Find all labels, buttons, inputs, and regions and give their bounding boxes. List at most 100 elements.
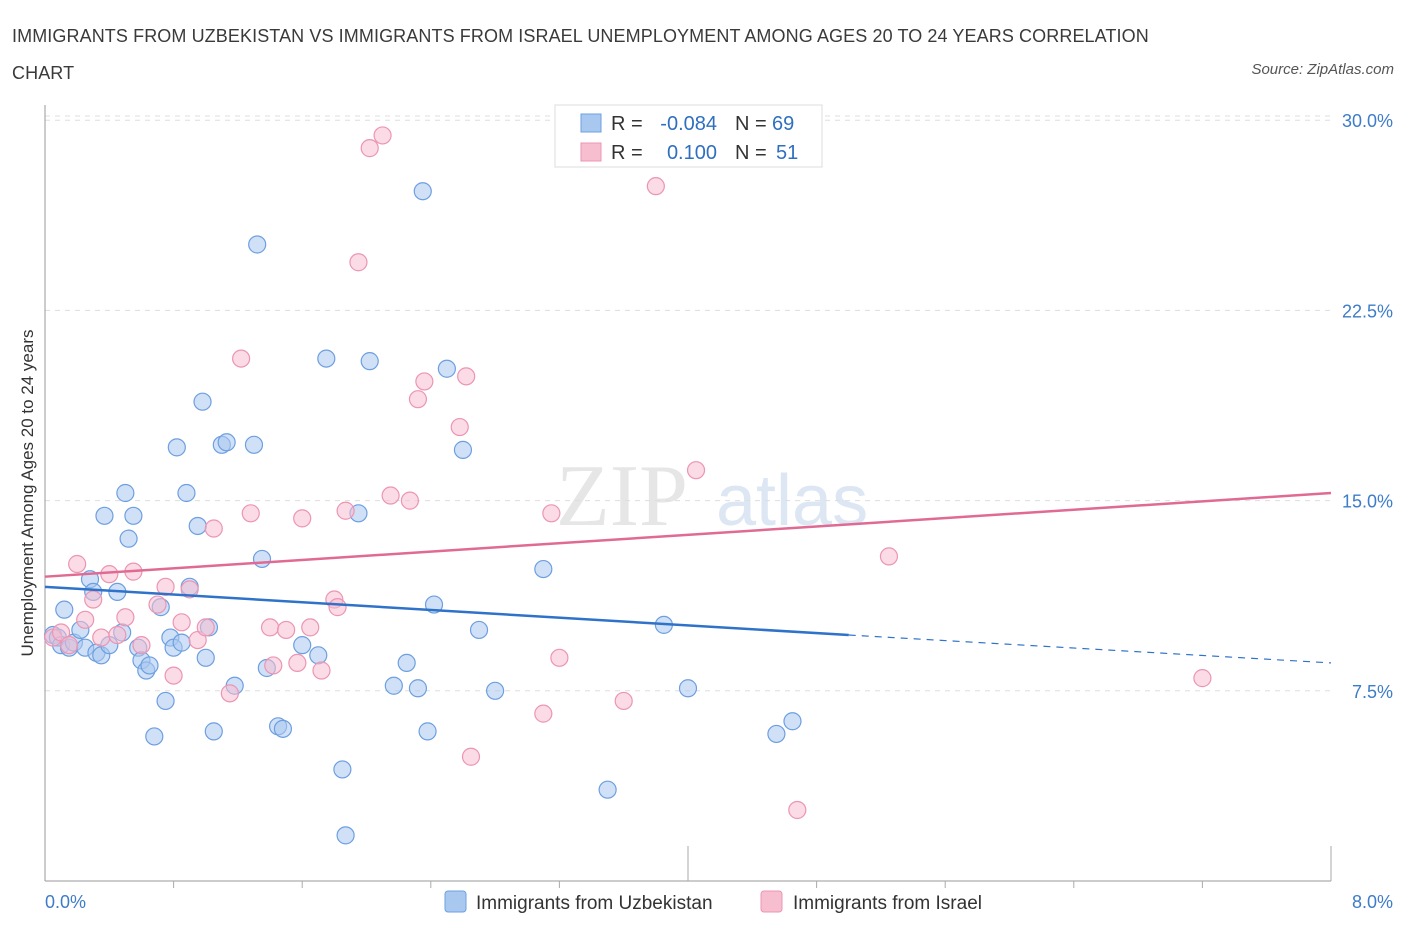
point-uzbekistan — [486, 681, 505, 700]
point-israel — [450, 417, 469, 437]
point-israel — [381, 486, 400, 505]
point-israel — [312, 661, 331, 680]
point-israel — [148, 595, 167, 614]
point-uzbekistan — [217, 433, 236, 452]
point-uzbekistan — [145, 727, 164, 746]
legend-stats-box: R = -0.084 N = 69 R = 0.100 N = 51 — [554, 104, 823, 168]
legend-r-value-2: 0.100 — [667, 142, 717, 164]
legend-n-value-2: 51 — [776, 142, 798, 164]
point-uzbekistan — [413, 182, 432, 201]
x-tick-label-min: 0.0% — [45, 892, 86, 912]
x-ticks — [173, 846, 1332, 888]
point-uzbekistan — [252, 549, 272, 569]
point-uzbekistan — [273, 719, 293, 738]
point-israel — [172, 613, 191, 632]
point-israel — [164, 666, 183, 685]
point-uzbekistan — [598, 780, 617, 799]
point-uzbekistan — [156, 691, 175, 711]
point-uzbekistan — [244, 435, 264, 454]
point-uzbekistan — [116, 483, 135, 503]
y-tick-label: 7.5% — [1352, 682, 1393, 702]
point-uzbekistan — [204, 722, 223, 741]
legend-r-label-1: R = — [611, 113, 643, 135]
point-uzbekistan — [469, 620, 489, 640]
point-israel — [220, 684, 239, 703]
series-legend: Immigrants from Uzbekistan Immigrants fr… — [444, 890, 982, 914]
point-israel — [241, 504, 260, 523]
point-uzbekistan — [783, 712, 802, 731]
legend-key-uzbekistan — [444, 890, 467, 913]
trend-line-uzbekistan-extension — [848, 634, 1332, 664]
point-uzbekistan — [196, 648, 215, 667]
legend-key-israel — [760, 890, 783, 913]
point-uzbekistan — [767, 724, 786, 744]
trend-lines — [44, 491, 1332, 664]
point-israel — [328, 598, 347, 617]
point-israel — [204, 519, 223, 538]
point-israel — [288, 653, 307, 673]
series-israel-points — [43, 126, 1212, 820]
point-uzbekistan — [119, 529, 138, 548]
point-israel — [542, 504, 561, 523]
point-uzbekistan — [193, 392, 212, 411]
point-uzbekistan — [188, 516, 207, 536]
point-israel — [415, 372, 434, 391]
point-uzbekistan — [534, 559, 553, 579]
point-uzbekistan — [124, 506, 143, 525]
point-israel — [400, 491, 420, 510]
point-uzbekistan — [140, 656, 159, 675]
point-israel — [360, 139, 379, 158]
point-israel — [336, 501, 355, 520]
point-israel — [646, 177, 665, 196]
point-uzbekistan — [678, 679, 698, 698]
legend-r-label-2: R = — [611, 142, 643, 164]
point-israel — [686, 461, 706, 480]
y-tick-label: 30.0% — [1342, 111, 1393, 131]
point-israel — [293, 509, 312, 528]
point-israel — [132, 636, 151, 655]
point-israel — [100, 565, 119, 584]
watermark-zip: ZIP — [556, 448, 688, 545]
point-israel — [349, 253, 368, 272]
point-uzbekistan — [453, 440, 473, 459]
trend-line-uzbekistan — [44, 585, 849, 637]
y-tick-labels: 7.5% 15.0% 22.5% 30.0% — [1342, 111, 1393, 702]
y-tick-label: 22.5% — [1342, 301, 1393, 321]
point-israel — [68, 554, 87, 574]
point-israel — [108, 625, 127, 645]
point-uzbekistan — [293, 636, 312, 655]
point-israel — [180, 580, 199, 599]
point-uzbekistan — [317, 349, 336, 368]
point-israel — [301, 618, 320, 637]
point-uzbekistan — [167, 438, 186, 457]
point-israel — [60, 636, 79, 655]
axes — [44, 105, 1331, 882]
point-uzbekistan — [333, 760, 352, 779]
point-israel — [788, 800, 807, 820]
source-label: Source: ZipAtlas.com — [1251, 61, 1394, 78]
point-israel — [196, 618, 215, 637]
legend-n-label-2: N = — [735, 142, 767, 164]
point-uzbekistan — [55, 600, 74, 619]
point-uzbekistan — [336, 826, 355, 845]
point-uzbekistan — [397, 653, 416, 673]
legend-r-value-1: -0.084 — [660, 113, 717, 135]
trend-line-israel — [44, 491, 1332, 578]
legend-label-uzbekistan: Immigrants from Uzbekistan — [476, 893, 713, 914]
gridlines — [45, 115, 1331, 692]
point-israel — [879, 547, 899, 566]
chart-title: IMMIGRANTS FROM UZBEKISTAN VS IMMIGRANTS… — [12, 26, 1149, 83]
point-uzbekistan — [248, 235, 267, 254]
point-israel — [76, 610, 95, 629]
point-israel — [232, 349, 251, 368]
point-uzbekistan — [309, 646, 328, 665]
y-tick-label: 15.0% — [1342, 492, 1393, 512]
legend-n-label-1: N = — [735, 113, 767, 135]
point-uzbekistan — [177, 483, 196, 503]
x-tick-label-max: 8.0% — [1352, 892, 1393, 912]
point-uzbekistan — [384, 676, 403, 695]
point-israel — [116, 608, 135, 627]
point-israel — [534, 704, 553, 723]
point-israel — [461, 747, 481, 766]
